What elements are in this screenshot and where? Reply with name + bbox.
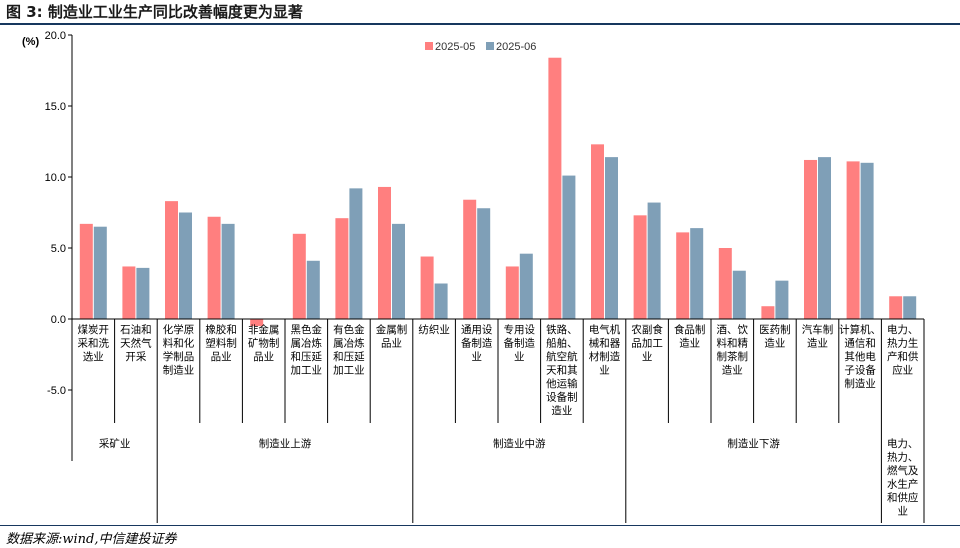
bar-2025-05 <box>250 319 264 327</box>
bar-2025-05 <box>335 218 349 319</box>
y-tick-label: 5.0 <box>51 243 66 255</box>
bar-2025-06 <box>306 260 320 319</box>
category-label: 有色金属冶炼和压延加工业 <box>333 323 365 377</box>
bar-2025-06 <box>860 162 874 319</box>
category-label: 电力、热力生产和供应业 <box>887 323 919 377</box>
bar-2025-05 <box>165 201 178 319</box>
group-label: 采矿业 <box>99 437 131 450</box>
bar-2025-06 <box>690 228 704 319</box>
bar-2025-05 <box>718 248 732 319</box>
legend-label: 2025-06 <box>496 41 536 53</box>
bar-2025-05 <box>463 199 477 319</box>
legend-label: 2025-05 <box>435 41 475 53</box>
bar-2025-05 <box>548 57 562 319</box>
bar-2025-05 <box>846 161 860 319</box>
category-label: 汽车制造业 <box>802 323 834 350</box>
category-label: 黑色金属冶炼和压延加工业 <box>291 323 323 377</box>
legend-swatch <box>486 42 494 50</box>
bar-2025-06 <box>434 283 448 319</box>
bar-2025-06 <box>349 188 363 319</box>
bar-2025-05 <box>676 232 690 319</box>
source-note: 数据来源:wind,中信建投证券 <box>6 532 177 547</box>
category-label: 化学原料和化学制品制造业 <box>163 323 195 377</box>
group-label: 制造业上游 <box>259 437 312 450</box>
category-label: 纺织业 <box>418 323 450 336</box>
category-label: 食品制造业 <box>674 323 706 350</box>
bar-2025-06 <box>903 296 917 319</box>
y-tick-label: 0.0 <box>51 314 66 326</box>
bar-2025-05 <box>591 144 604 319</box>
legend: 2025-05 2025-06 <box>425 41 536 53</box>
category-label: 石油和天然气开采 <box>120 323 152 363</box>
y-axis: 20.0 15.0 10.0 5.0 0.0 -5.0 (%) <box>22 30 73 461</box>
group-label: 制造业中游 <box>493 437 546 450</box>
category-label: 电气机械和器材制造业 <box>589 323 621 377</box>
category-label: 煤炭开采和洗选业 <box>78 323 110 363</box>
bar-2025-06 <box>93 226 107 319</box>
category-label: 非金属矿物制品业 <box>248 323 280 363</box>
bar-2025-06 <box>732 270 746 319</box>
category-label: 橡胶和塑料制品业 <box>205 323 237 363</box>
bar-2025-05 <box>79 223 93 319</box>
bar-2025-06 <box>647 202 661 319</box>
category-label: 铁路、船舶、航空航天和其他运输设备制造业 <box>546 323 578 417</box>
bar-2025-05 <box>122 266 136 319</box>
bar-2025-06 <box>605 157 618 319</box>
bar-2025-05 <box>378 186 391 319</box>
bar-2025-06 <box>221 223 235 319</box>
title-rule <box>0 23 960 25</box>
y-axis-label: (%) <box>22 36 39 48</box>
bar-2025-06 <box>775 280 789 319</box>
bar-2025-06 <box>179 212 192 319</box>
bar-2025-05 <box>207 216 221 319</box>
bar-2025-05 <box>633 215 647 319</box>
source-rule <box>0 525 960 526</box>
bar-2025-06 <box>477 208 491 319</box>
category-label: 专用设备制造业 <box>504 323 536 363</box>
bar-2025-06 <box>392 223 405 319</box>
bar-2025-05 <box>889 296 903 319</box>
group-label: 电力、热力、燃气及水生产和供应业 <box>887 437 919 518</box>
bar-2025-05 <box>420 256 434 319</box>
y-tick-label: 15.0 <box>45 101 66 113</box>
bar-2025-06 <box>818 157 831 319</box>
y-tick-label: 20.0 <box>45 30 66 42</box>
bar-2025-05 <box>505 266 519 319</box>
category-label: 农副食品加工业 <box>631 323 663 363</box>
category-label: 金属制品业 <box>376 323 408 350</box>
bars <box>79 57 917 327</box>
group-label: 制造业下游 <box>727 437 780 450</box>
y-tick-label: -5.0 <box>47 385 66 397</box>
bar-2025-05 <box>761 306 775 319</box>
category-label: 医药制造业 <box>759 323 791 350</box>
bar-2025-05 <box>292 233 306 319</box>
bar-2025-06 <box>519 253 533 319</box>
legend-swatch <box>425 42 433 50</box>
category-label: 酒、饮料和精制茶制造业 <box>717 323 749 377</box>
bar-2025-06 <box>562 175 576 319</box>
category-label: 计算机、通信和其他电子设备制造业 <box>839 323 881 390</box>
category-axis: 煤炭开采和洗选业石油和天然气开采化学原料和化学制品制造业橡胶和塑料制品业非金属矿… <box>72 318 925 523</box>
y-tick-label: 10.0 <box>45 172 66 184</box>
bar-2025-06 <box>136 267 150 319</box>
bar-2025-05 <box>804 159 817 319</box>
figure-title: 图 3: 制造业工业生产同比改善幅度更为显著 <box>6 3 303 21</box>
category-label: 通用设备制造业 <box>461 324 493 363</box>
